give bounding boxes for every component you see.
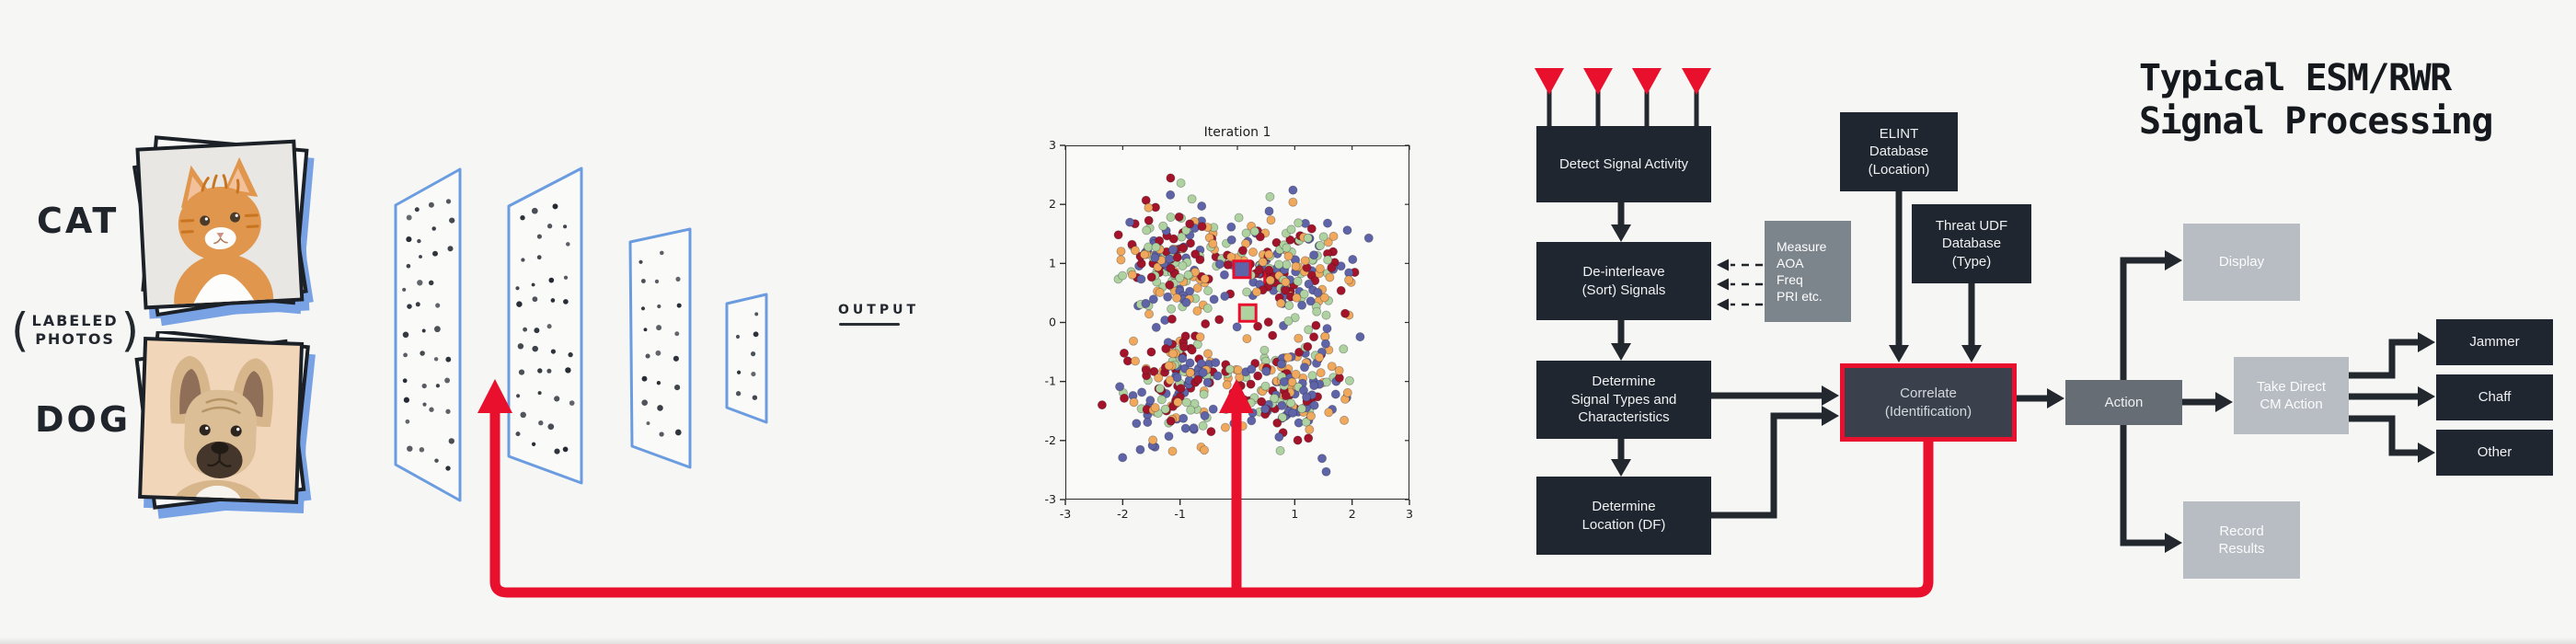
svg-text:1: 1 bbox=[1291, 507, 1298, 521]
cat-illustration bbox=[174, 156, 274, 306]
flow-node-record-results: Record Results bbox=[2183, 501, 2300, 579]
flow-node-determine-signal-types: Determine Signal Types and Characteristi… bbox=[1536, 361, 1711, 439]
network-layer-1 bbox=[394, 167, 462, 502]
network-layer-2 bbox=[507, 167, 583, 485]
cat-photo-main bbox=[135, 139, 305, 310]
feedback-arrowhead-network bbox=[477, 379, 512, 413]
flow-node-determine-location-df: Determine Location (DF) bbox=[1536, 477, 1711, 555]
svg-text:-3: -3 bbox=[1045, 492, 1056, 506]
dog-label: DOG bbox=[35, 399, 132, 440]
open-paren: ( bbox=[11, 304, 29, 357]
flow-node-other: Other bbox=[2436, 430, 2553, 476]
flow-node-display: Display bbox=[2183, 224, 2300, 301]
flow-node-detect-signal-activity: Detect Signal Activity bbox=[1536, 126, 1711, 202]
flow-node-correlate-identification: Correlate (Identification) bbox=[1840, 363, 2017, 442]
dog-illustration bbox=[169, 355, 273, 500]
flow-node-take-direct-cm-action: Take Direct CM Action bbox=[2234, 357, 2349, 434]
antenna-array-icon bbox=[1535, 68, 1711, 129]
flow-node-deinterleave-sort-signals: De-interleave (Sort) Signals bbox=[1536, 242, 1711, 320]
svg-text:2: 2 bbox=[1349, 507, 1356, 521]
flow-node-elint-database: ELINT Database (Location) bbox=[1840, 112, 1958, 191]
output-label: OUTPUT bbox=[838, 303, 919, 317]
labeled-photos-line2: PHOTOS bbox=[35, 330, 115, 348]
svg-text:-2: -2 bbox=[1117, 507, 1128, 521]
cat-photo-stack bbox=[132, 135, 309, 317]
flow-node-action: Action bbox=[2065, 380, 2182, 425]
network-layer-4 bbox=[725, 293, 768, 424]
close-paren: ) bbox=[121, 304, 140, 357]
flow-node-threat-udf-database: Threat UDF Database (Type) bbox=[1912, 204, 2031, 283]
flow-node-jammer: Jammer bbox=[2436, 319, 2553, 365]
flowchart-title: Typical ESM/RWR Signal Processing bbox=[2139, 57, 2493, 144]
dog-photo-stack bbox=[134, 331, 310, 510]
bottom-shade bbox=[0, 638, 2576, 644]
antenna-icon bbox=[1632, 68, 1662, 95]
antenna-icon bbox=[1682, 68, 1711, 95]
svg-text:0: 0 bbox=[1234, 507, 1241, 521]
svg-text:-1: -1 bbox=[1045, 374, 1056, 388]
svg-text:0: 0 bbox=[1049, 316, 1056, 329]
scatter-plot-axes bbox=[1065, 145, 1409, 500]
svg-text:-1: -1 bbox=[1174, 507, 1185, 521]
svg-text:-3: -3 bbox=[1060, 507, 1071, 521]
antenna-icon bbox=[1535, 68, 1564, 95]
flow-node-measure-aoa-freq-pri: Measure AOA Freq PRI etc. bbox=[1765, 221, 1851, 322]
flow-node-chaff: Chaff bbox=[2436, 374, 2553, 420]
network-layer-3 bbox=[628, 227, 692, 469]
labeled-photos-caption: ( LABELED PHOTOS ) bbox=[11, 307, 139, 353]
antenna-icon bbox=[1583, 68, 1613, 95]
output-underline bbox=[839, 323, 900, 326]
svg-text:3: 3 bbox=[1049, 138, 1056, 152]
dog-photo-main bbox=[138, 336, 305, 504]
svg-text:1: 1 bbox=[1049, 256, 1056, 270]
cat-label: CAT bbox=[37, 201, 120, 241]
svg-text:2: 2 bbox=[1049, 197, 1056, 211]
labeled-photos-line1: LABELED bbox=[31, 312, 119, 329]
scatter-plot-title: Iteration 1 bbox=[1203, 125, 1271, 140]
svg-text:3: 3 bbox=[1406, 507, 1413, 521]
svg-text:-2: -2 bbox=[1045, 433, 1056, 447]
measure-dashed-arrows bbox=[1717, 259, 1763, 311]
